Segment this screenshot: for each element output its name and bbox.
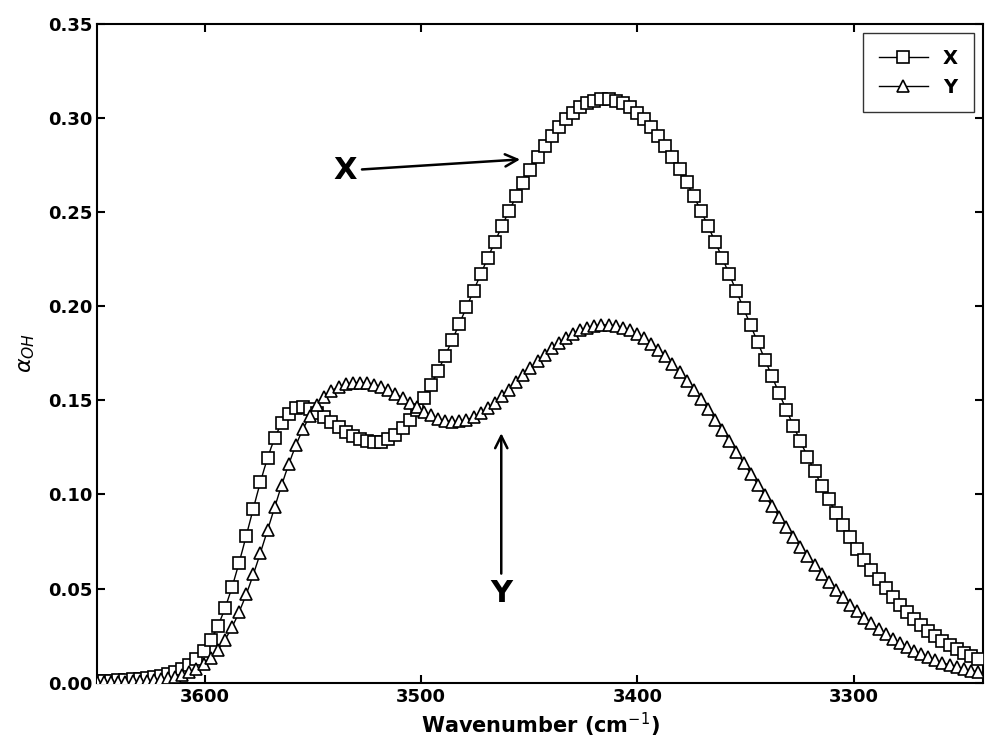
- X-axis label: Wavenumber (cm$^{-1}$): Wavenumber (cm$^{-1}$): [421, 711, 660, 739]
- Legend: X, Y: X, Y: [863, 33, 974, 112]
- Text: X: X: [333, 154, 517, 185]
- Text: Y: Y: [490, 436, 512, 608]
- Y-axis label: $\alpha_{OH}$: $\alpha_{OH}$: [17, 333, 37, 373]
